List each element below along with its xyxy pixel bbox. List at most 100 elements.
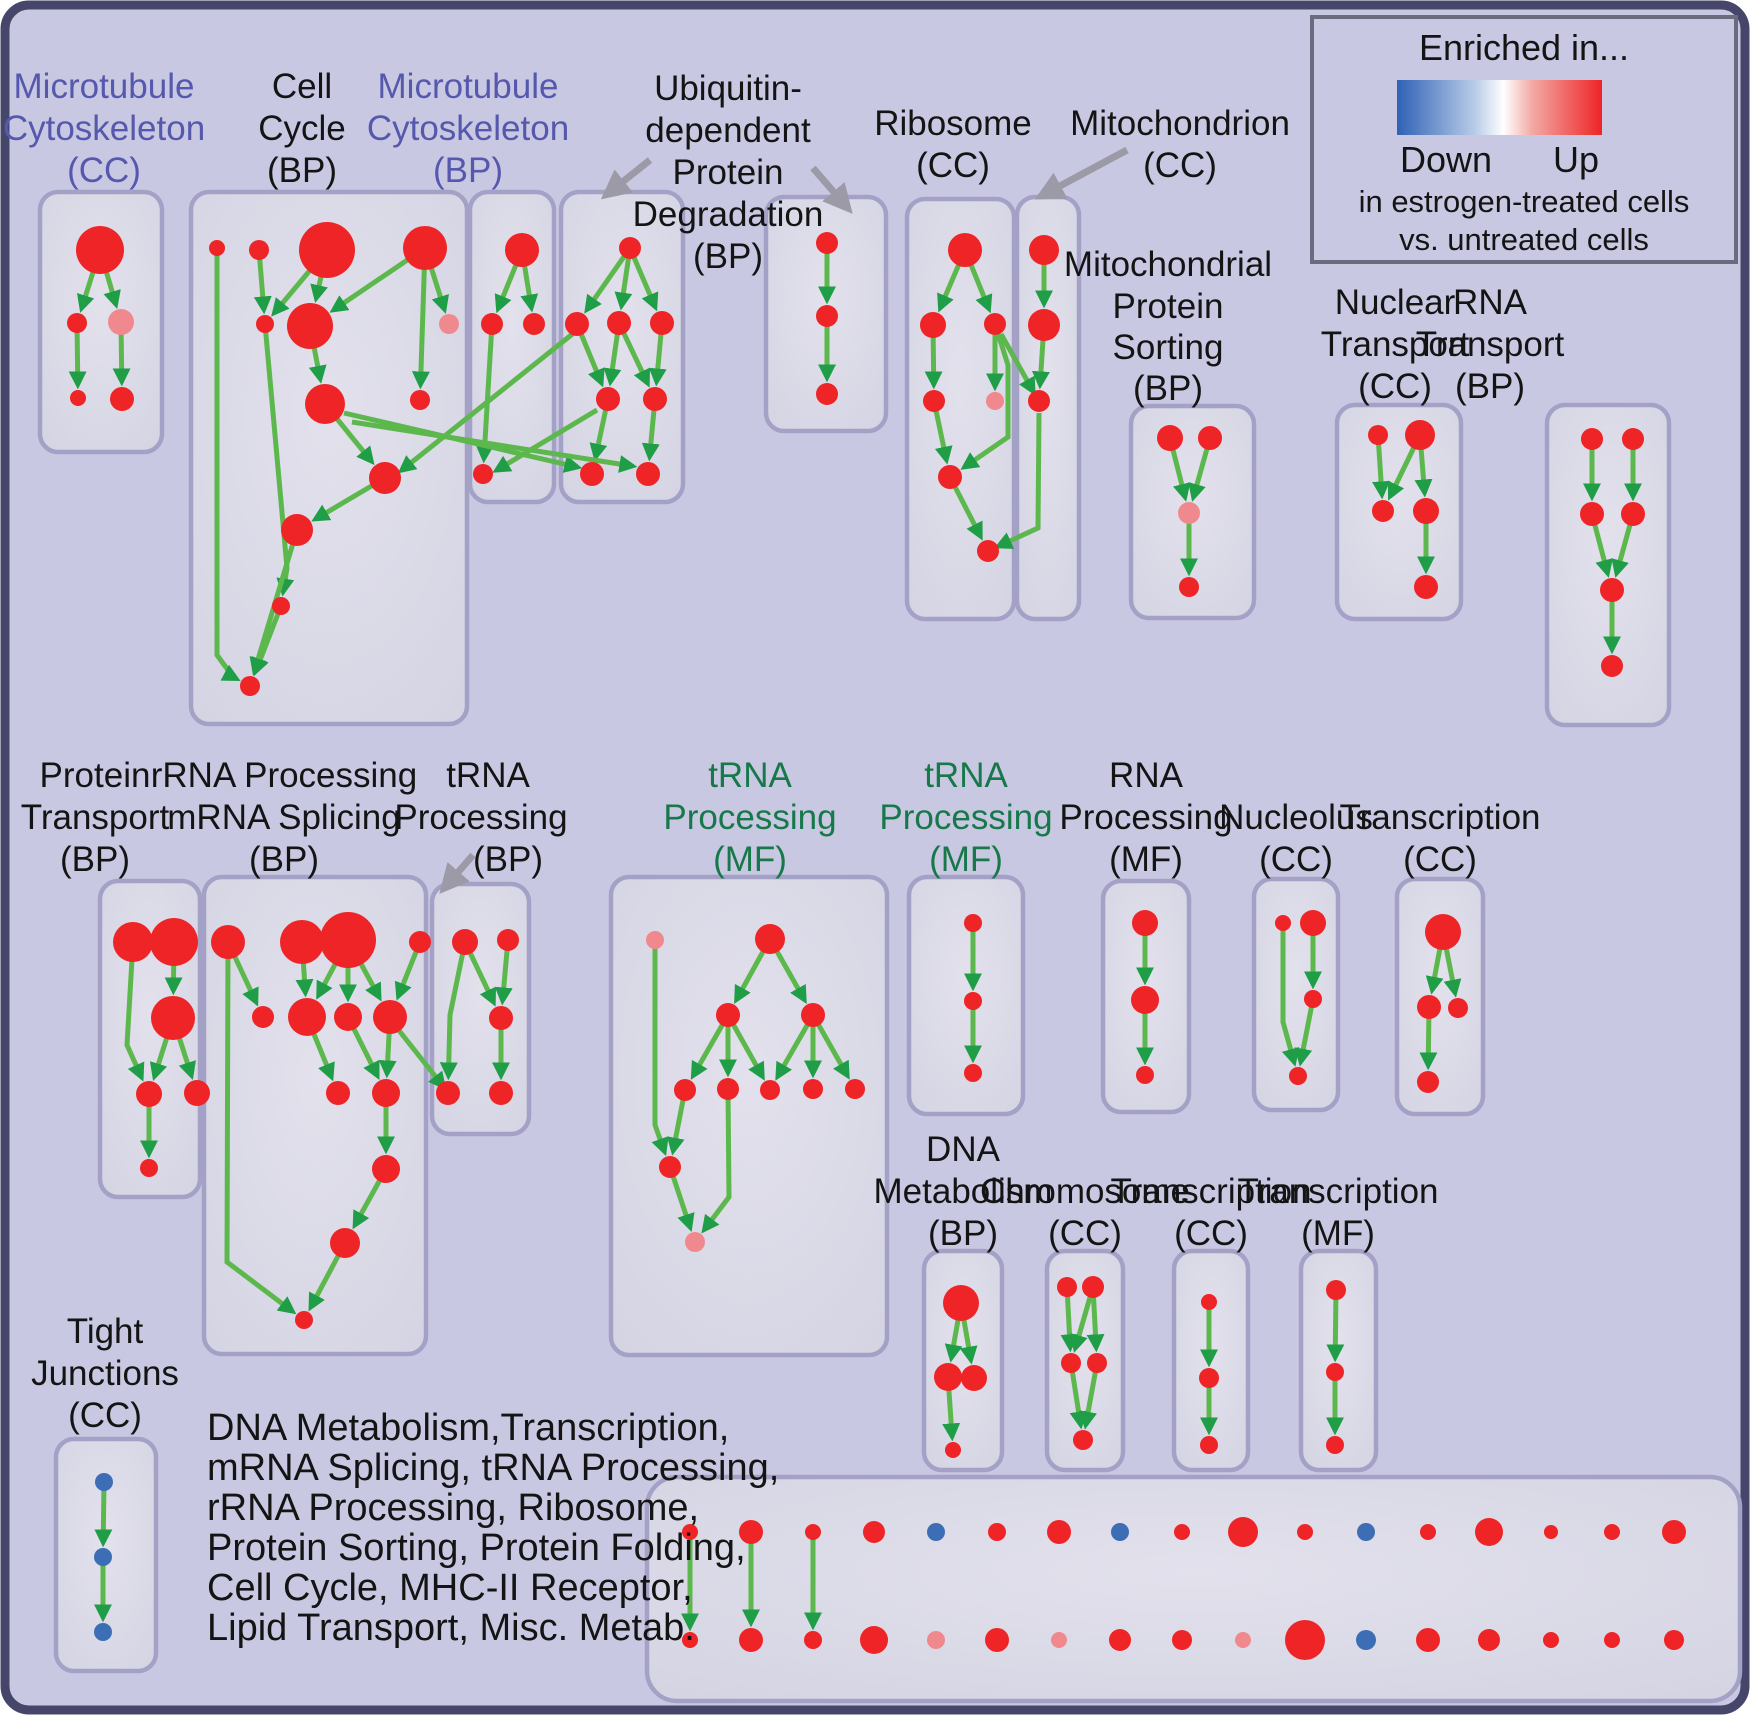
trna-processing-mf-2-label-line-2: (MF): [929, 840, 1003, 879]
microtubule-cytoskeleton-bp-label-line-1: Cytoskeleton: [367, 109, 569, 148]
mixed-enriched-terms-node-7: [1111, 1523, 1129, 1541]
ribosome-cc-node-6: [977, 540, 999, 562]
transcription-cc-label-line-0: Transcription: [1340, 798, 1541, 837]
tight-junctions-cc-label-line-1: Junctions: [31, 1354, 179, 1393]
trna-processing-bp-node-0: [452, 929, 478, 955]
nuclear-transport-cc-node-4: [1414, 575, 1438, 599]
transcription-cc-2-node-1: [1199, 1368, 1219, 1388]
mixed-enriched-terms-node-30: [1478, 1629, 1500, 1651]
footnote-line-4: Cell Cycle, MHC-II Receptor,: [207, 1567, 693, 1609]
trna-processing-mf-1-node-7: [803, 1079, 823, 1099]
mixed-enriched-terms-node-6: [1047, 1520, 1071, 1544]
chromosome-cc-label-line-0: Chromosome: [980, 1172, 1190, 1211]
rrna-processing-mrna-splicing-bp-node-8: [326, 1081, 350, 1105]
protein-transport-bp-node-1: [150, 918, 198, 966]
ubiquitin-dependent-protein-degradation-bp-node-1: [565, 312, 589, 336]
microtubule-cytoskeleton-cc-label-line-1: Cytoskeleton: [3, 109, 205, 148]
nuclear-transport-cc-node-2: [1372, 500, 1394, 522]
cell-cycle-bp-node-10: [281, 514, 313, 546]
cell-cycle-bp-label-line-2: (BP): [267, 151, 337, 190]
rna-processing-mf-label-line-1: Processing: [1059, 798, 1232, 837]
chromosome-cc-edge-4: [1079, 1362, 1100, 1430]
trna-processing-mf-1-node-5: [717, 1078, 739, 1100]
trna-processing-mf-1-label-line-1: Processing: [663, 798, 836, 837]
mixed-enriched-terms-node-14: [1544, 1525, 1558, 1539]
nucleolus-cc-node-1: [1300, 910, 1326, 936]
transcription-cc-node-2: [1448, 998, 1468, 1018]
nuclear-transport-cc-label-line-0: Nuclear: [1335, 283, 1456, 322]
rrna-processing-mrna-splicing-bp-label-line-0: rRNA Processing: [151, 756, 417, 795]
mixed-enriched-terms-node-15: [1604, 1524, 1620, 1540]
ribosome-cc-label-line-1: (CC): [916, 146, 990, 185]
mitochondrial-protein-sorting-bp-node-0: [1157, 425, 1183, 451]
trna-processing-bp-edge-3: [439, 941, 468, 1081]
ribosome-cc-node-3: [923, 390, 945, 412]
protein-transport-bp-node-3: [136, 1081, 162, 1107]
trna-processing-mf-1-node-9: [659, 1156, 681, 1178]
cell-cycle-bp-edge-6: [411, 247, 430, 390]
nucleolus-cc-edge-0: [1280, 923, 1300, 1067]
ribosome-cc-node-2: [984, 313, 1006, 335]
nucleolus-cc-node-2: [1304, 990, 1322, 1008]
mixed-enriched-terms-node-3: [863, 1521, 885, 1543]
legend-box: [1310, 15, 1738, 264]
legend-subtitle-2: vs. untreated cells: [1399, 222, 1649, 257]
mitochondrial-protein-sorting-bp-node-2: [1178, 502, 1200, 524]
mixed-enriched-terms-node-4: [927, 1523, 945, 1541]
rna-processing-mf-node-2: [1136, 1066, 1154, 1084]
trna-processing-bp-node-4: [489, 1081, 513, 1105]
footnote-line-1: mRNA Splicing, tRNA Processing,: [207, 1447, 779, 1489]
nuclear-transport-cc-label-line-2: (CC): [1358, 367, 1432, 406]
mixed-enriched-terms-node-16: [1662, 1520, 1686, 1544]
chromosome-cc-label-line-1: (CC): [1048, 1214, 1122, 1253]
transcription-mf-edge-0: [1326, 1289, 1345, 1363]
ribosome-cc-label-line-0: Ribosome: [874, 104, 1032, 143]
rrna-processing-mrna-splicing-bp-node-11: [330, 1228, 360, 1258]
chromosome-cc-node-3: [1087, 1353, 1107, 1373]
mixed-enriched-terms-node-21: [927, 1631, 945, 1649]
mitochondrion-cc-label-line-0: Mitochondrion: [1070, 104, 1290, 143]
footnote-line-2: rRNA Processing, Ribosome,: [207, 1487, 699, 1529]
ribosome-cc-node-0: [948, 233, 982, 267]
trna-processing-mf-1-box: [608, 874, 890, 1358]
cell-cycle-bp-label-line-0: Cell: [272, 67, 332, 106]
chromosome-cc-node-0: [1057, 1277, 1077, 1297]
mixed-enriched-terms-node-26: [1235, 1632, 1251, 1648]
mitochondrial-protein-sorting-bp-node-3: [1179, 577, 1199, 597]
mixed-enriched-terms-node-24: [1109, 1629, 1131, 1651]
protein-transport-bp-node-0: [113, 922, 153, 962]
cell-cycle-bp-node-4: [256, 315, 274, 333]
trna-processing-mf-1-node-3: [801, 1003, 825, 1027]
cross-box-edge-4: [998, 332, 1036, 396]
footnote-line-5: Lipid Transport, Misc. Metab.: [207, 1607, 695, 1649]
microtubule-cytoskeleton-cc-label-line-0: Microtubule: [14, 67, 195, 106]
nuclear-transport-cc-node-0: [1368, 425, 1388, 445]
microtubule-cytoskeleton-bp-node-1: [481, 313, 503, 335]
ubiquitin-dependent-protein-degradation-bp-label-line-3: Degradation: [633, 195, 824, 234]
legend-title: Enriched in...: [1419, 27, 1629, 68]
mixed-enriched-terms-node-17: [682, 1632, 698, 1648]
chromosome-cc-node-4: [1073, 1430, 1093, 1450]
microtubule-cytoskeleton-cc-node-3: [70, 390, 86, 406]
mixed-enriched-terms-node-1: [739, 1520, 763, 1544]
cross-box-edge-0: [397, 330, 577, 474]
rrna-processing-mrna-splicing-bp-node-2: [320, 912, 376, 968]
mixed-enriched-terms-node-23: [1051, 1632, 1067, 1648]
transcription-cc-2-label-line-1: (CC): [1174, 1214, 1248, 1253]
chromosome-cc-node-1: [1082, 1276, 1104, 1298]
nuclear-transport-cc-box: [1334, 402, 1464, 622]
mixed-enriched-terms-node-29: [1416, 1628, 1440, 1652]
rna-processing-mf-label-line-2: (MF): [1109, 840, 1183, 879]
protein-transport-bp-edge-0: [124, 941, 145, 1082]
legend-subtitle-1: in estrogen-treated cells: [1359, 184, 1690, 219]
trna-processing-mf-1-node-10: [685, 1232, 705, 1252]
nuclear-transport-cc-node-1: [1405, 420, 1435, 450]
ubiquitin-dependent-protein-degradation-bp-2-node-1: [816, 305, 838, 327]
ubiquitin-dependent-protein-degradation-bp-2-node-0: [816, 232, 838, 254]
mitochondrial-protein-sorting-bp-label-line-1: Protein: [1113, 287, 1224, 326]
mixed-enriched-terms-node-31: [1543, 1632, 1559, 1648]
label-pointer-arrow-0: [600, 157, 653, 200]
cross-box-edge-5: [994, 412, 1042, 549]
cell-cycle-bp-edge-0: [214, 248, 241, 682]
